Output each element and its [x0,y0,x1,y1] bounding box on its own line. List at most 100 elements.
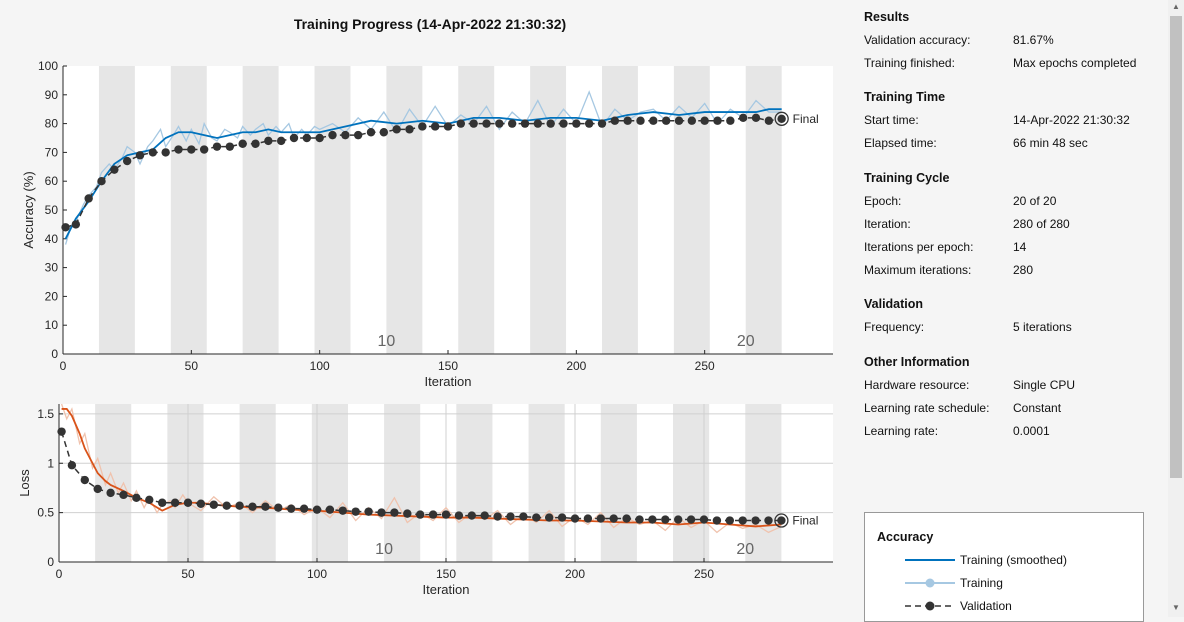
y-tick-label: 50 [45,203,59,217]
epoch-band [528,404,565,562]
validation-point [674,515,683,524]
validation-point [635,515,644,524]
legend-validation-swatch [905,601,955,611]
x-tick-label: 50 [181,567,195,581]
x-axis-label: Iteration [423,582,470,597]
loss-chart: 0 50 100 150 200 250 0 0.5 1 1.5 Iteration Loss 10 20… [17,403,833,597]
validation-point [392,125,401,134]
final-label: Final [792,514,818,528]
validation-point [454,511,464,520]
scroll-down-arrow-icon[interactable]: ▼ [1172,603,1180,612]
info-value: 280 [1013,263,1034,277]
info-value: Constant [1013,401,1062,415]
epoch-band [98,66,135,354]
validation-point [519,512,528,521]
validation-point [649,116,658,125]
validation-point [276,136,286,146]
validation-point [302,133,312,143]
final-marker [774,513,789,528]
validation-point [545,513,554,522]
y-axis-label: Accuracy (%) [21,171,36,248]
section-title-results: Results [864,10,910,24]
validation-point [338,506,347,515]
scroll-thumb[interactable] [1170,16,1182,478]
y-tick-label: 80 [45,117,59,131]
epoch-band [745,66,782,354]
validation-point [480,511,489,520]
epoch-band [384,404,421,562]
epoch-band [745,404,782,562]
validation-point [559,119,568,128]
info-label: Training finished: [864,56,955,70]
validation-point [71,220,81,229]
validation-point [507,119,517,128]
epoch-band [673,66,710,354]
validation-point [274,503,283,512]
validation-point [119,490,128,500]
validation-point [751,113,761,123]
y-tick-label: 30 [45,261,59,275]
validation-point [289,133,299,143]
validation-point [726,116,735,125]
validation-point [636,116,645,125]
section-title-training-cycle: Training Cycle [864,171,950,185]
validation-point [61,223,70,232]
validation-point [622,514,631,523]
x-tick-label: 150 [436,567,456,581]
epoch-label: 10 [375,541,393,558]
validation-point [700,116,709,125]
validation-point [235,501,244,510]
y-tick-label: 90 [45,88,59,102]
validation-point [261,502,270,511]
validation-point [212,142,222,151]
validation-point [469,119,478,128]
x-tick-label: 0 [56,567,63,581]
x-axis-label: Iteration [425,374,472,389]
validation-point [135,151,145,160]
legend-training-swatch [905,578,955,588]
validation-point [145,495,154,504]
info-label: Maximum iterations: [864,263,972,277]
training-smoothed-line [64,108,782,240]
validation-point [777,114,786,123]
validation-point [738,113,748,123]
validation-point [238,139,247,148]
validation-point [686,515,696,524]
epoch-band [602,66,638,354]
epoch-band [242,66,279,354]
scroll-up-arrow-icon[interactable]: ▲ [1172,2,1180,11]
info-label: Start time: [864,113,919,127]
validation-point [751,516,760,525]
validation-point [264,136,273,146]
vertical-scrollbar[interactable]: ▲ ▼ [1168,0,1184,617]
validation-point [315,133,324,143]
info-value: 5 iterations [1013,320,1072,334]
validation-point [390,508,399,517]
validation-point [738,516,747,525]
epoch-band [170,66,207,354]
validation-point [170,498,180,507]
x-tick-label: 0 [60,359,67,373]
info-value: 81.67% [1013,33,1054,47]
validation-point [687,116,697,125]
validation-point [532,513,541,522]
y-tick-label: 10 [45,318,59,332]
validation-point [209,500,218,509]
validation-point [712,516,722,525]
legend-smoothed-swatch [905,559,955,561]
validation-point [661,515,670,524]
validation-point [699,515,709,524]
validation-point [187,145,196,154]
y-tick-label: 20 [45,289,59,303]
validation-point [328,130,337,140]
epoch-band [95,404,132,562]
x-tick-label: 250 [695,359,715,373]
validation-point [416,510,425,519]
epoch-label: 20 [736,541,754,558]
validation-point [325,505,335,514]
info-label: Epoch: [864,194,902,208]
info-value: 0.0001 [1013,424,1050,438]
info-label: Elapsed time: [864,136,937,150]
validation-point [764,516,773,525]
validation-point [418,122,427,131]
